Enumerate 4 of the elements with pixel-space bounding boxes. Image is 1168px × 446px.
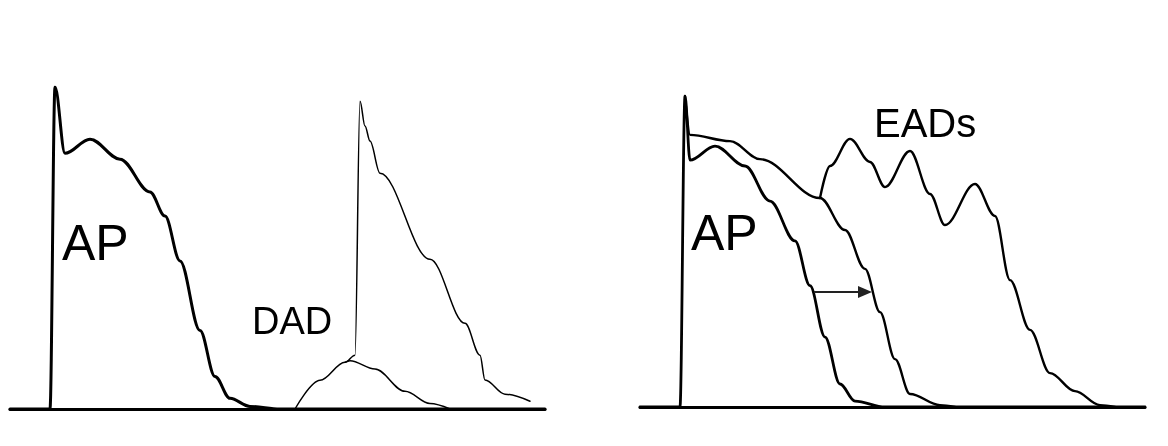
annotation: EADs: [874, 101, 977, 145]
annotation: AP: [62, 215, 129, 271]
annotation: AP: [691, 205, 758, 261]
annotation: DAD: [252, 300, 333, 342]
